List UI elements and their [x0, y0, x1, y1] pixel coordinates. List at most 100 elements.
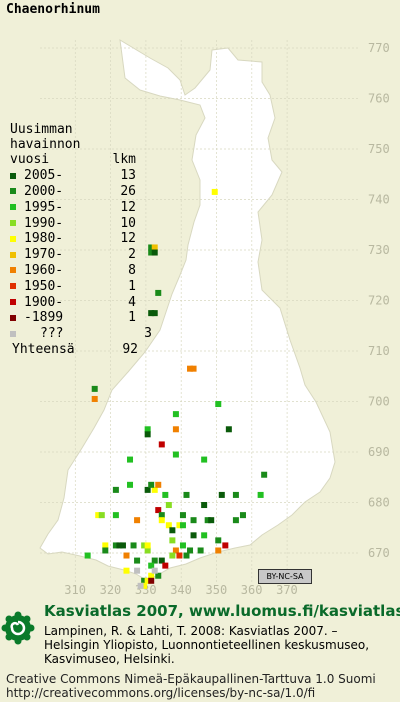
legend-header-row: vuosi lkm — [10, 152, 152, 168]
y-axis-label: 680 — [368, 496, 390, 510]
legend-swatch — [10, 299, 16, 306]
observation-point — [158, 512, 165, 519]
license-url-link[interactable]: http://creativecommons.org/licenses/by-n… — [6, 686, 316, 700]
legend-row: ??? 3 — [10, 326, 152, 342]
observation-point — [162, 491, 169, 498]
observation-point — [148, 562, 155, 569]
y-axis-label: 670 — [368, 546, 390, 560]
observation-point — [162, 562, 169, 569]
observation-point — [215, 401, 222, 408]
observation-point — [190, 532, 197, 539]
y-axis-label: 740 — [368, 193, 390, 207]
observation-point — [172, 451, 179, 458]
observation-point — [144, 426, 151, 433]
observation-point — [179, 522, 186, 529]
observation-point — [232, 517, 239, 524]
observation-point — [95, 512, 102, 519]
legend-count: 2 — [128, 247, 136, 263]
observation-point — [190, 365, 197, 372]
observation-point — [91, 385, 98, 392]
observation-point — [148, 572, 155, 579]
observation-point — [148, 577, 155, 584]
observation-point — [141, 542, 148, 549]
citation: Lampinen, R. & Lahti, T. 2008: Kasviatla… — [44, 624, 370, 666]
observation-point — [155, 572, 162, 579]
x-axis-label: 370 — [276, 583, 298, 597]
observation-point — [102, 542, 109, 549]
observation-point — [134, 517, 141, 524]
observation-point — [130, 542, 137, 549]
y-axis-label: 760 — [368, 92, 390, 106]
observation-point — [190, 517, 197, 524]
observation-point — [148, 310, 155, 317]
observation-point — [144, 577, 151, 584]
observation-point — [155, 481, 162, 488]
y-axis-label: 710 — [368, 344, 390, 358]
species-title: Chaenorhinum — [6, 2, 100, 17]
legend-header-line-1: Uusimman — [10, 122, 73, 137]
observation-point — [144, 486, 151, 493]
observation-point — [123, 567, 130, 574]
legend: Uusimman havainnon vuosi lkm 2005- 13 2000… — [10, 122, 152, 357]
y-axis-label: 690 — [368, 445, 390, 459]
kasviatlas-title-link[interactable]: Kasviatlas 2007, www.luomus.fi/kasviatla… — [44, 602, 400, 620]
cc-license-badge[interactable]: BY-NC-SA — [258, 569, 312, 584]
observation-point — [211, 188, 218, 195]
observation-point — [187, 365, 194, 372]
observation-point — [201, 532, 208, 539]
legend-total-label: Yhteensä — [12, 341, 75, 357]
legend-row: 1995- 12 — [10, 199, 152, 215]
legend-label: 1995- — [24, 199, 64, 215]
observation-point — [98, 512, 105, 519]
observation-point — [169, 552, 176, 559]
legend-label: 1990- — [24, 215, 64, 231]
observation-point — [261, 471, 268, 478]
observation-point — [151, 567, 158, 574]
observation-point — [84, 552, 91, 559]
observation-point — [172, 547, 179, 554]
observation-point — [141, 577, 148, 584]
observation-point — [169, 537, 176, 544]
legend-swatch — [10, 235, 16, 242]
observation-point — [215, 547, 222, 554]
legend-row: -1899 1 — [10, 310, 152, 326]
observation-point — [137, 582, 144, 589]
x-axis-label: 340 — [170, 583, 192, 597]
observation-point — [144, 431, 151, 438]
legend-row: 1960- 8 — [10, 263, 152, 279]
observation-point — [165, 522, 172, 529]
legend-label: 1980- — [24, 231, 64, 247]
observation-point — [91, 395, 98, 402]
legend-swatch — [10, 283, 16, 290]
finland-outline — [39, 39, 336, 581]
observation-point — [151, 310, 158, 317]
legend-count: 10 — [120, 215, 136, 231]
y-axis-labels: 770 760 750 740 730 720 710 700 690 680 670 — [368, 41, 390, 560]
observation-point — [197, 547, 204, 554]
legend-label: 1900- — [24, 294, 64, 310]
observation-point — [179, 542, 186, 549]
legend-count: 13 — [120, 168, 136, 184]
legend-row: 1950- 1 — [10, 278, 152, 294]
observation-point — [116, 542, 123, 549]
legend-count: 26 — [120, 183, 136, 199]
legend-count: 3 — [144, 326, 152, 342]
legend-row: 1980- 12 — [10, 231, 152, 247]
legend-header-line-3: vuosi — [10, 152, 50, 168]
observation-point — [148, 249, 155, 256]
observation-point — [215, 537, 222, 544]
legend-row: 2005- 13 — [10, 168, 152, 184]
observation-point — [183, 491, 190, 498]
x-axis-label: 350 — [206, 583, 228, 597]
legend-swatch — [10, 172, 16, 179]
observation-point — [148, 481, 155, 488]
legend-count: 12 — [120, 231, 136, 247]
observation-point — [112, 542, 119, 549]
observation-point — [257, 491, 264, 498]
observation-point — [201, 502, 208, 509]
observation-point — [183, 552, 190, 559]
legend-label: 1950- — [24, 278, 64, 294]
observation-point — [112, 512, 119, 519]
observation-point — [134, 557, 141, 564]
